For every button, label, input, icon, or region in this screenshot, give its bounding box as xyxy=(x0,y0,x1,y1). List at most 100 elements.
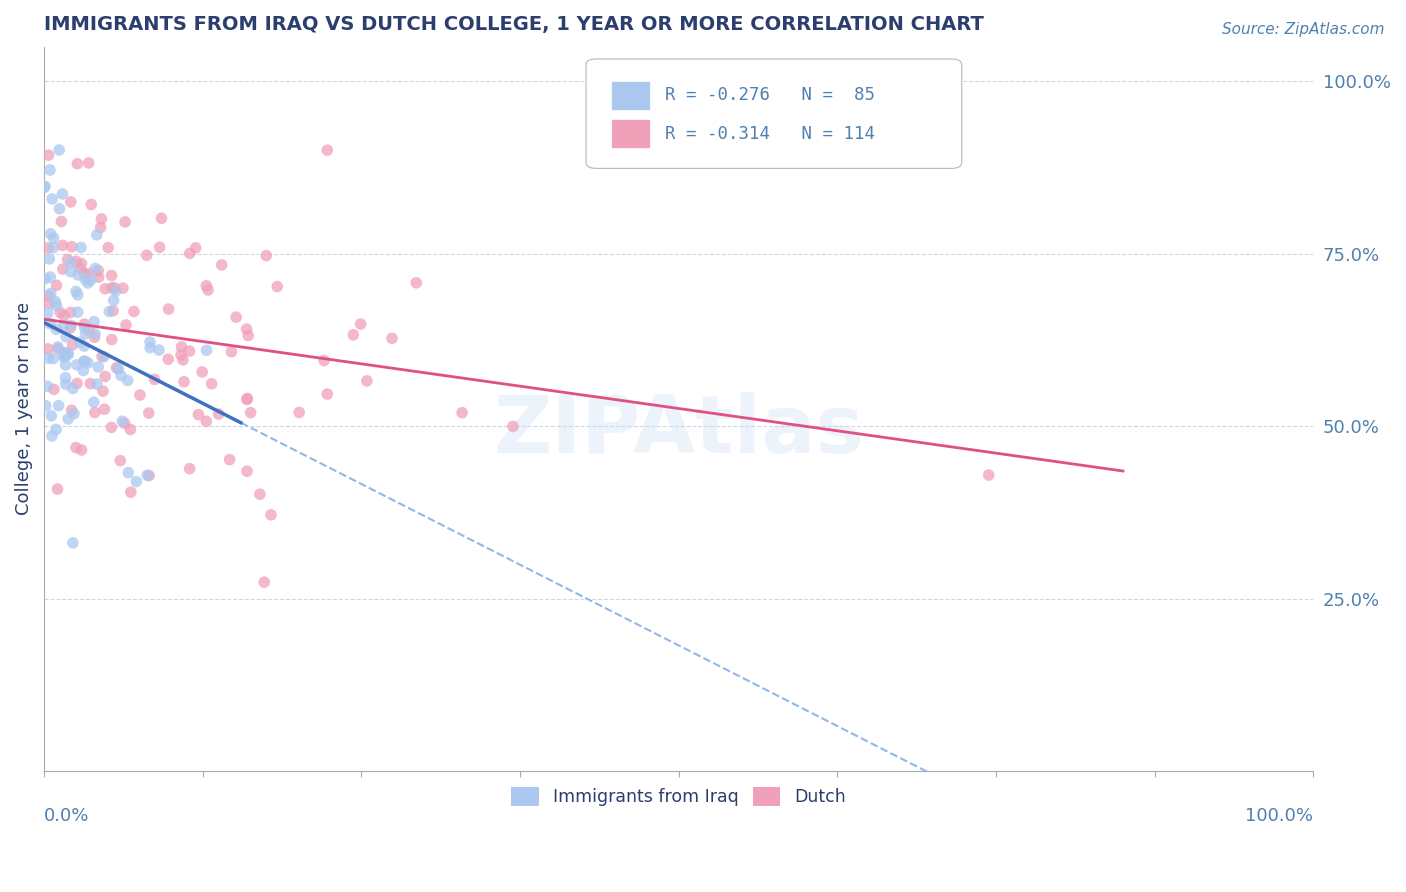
Point xyxy=(314,353,336,368)
Point xyxy=(117,374,139,388)
Point xyxy=(238,328,260,343)
Point xyxy=(48,202,70,216)
Point xyxy=(70,257,93,271)
Point xyxy=(72,363,94,377)
Point xyxy=(65,254,87,268)
Point xyxy=(35,399,58,413)
Point xyxy=(179,246,201,260)
Point xyxy=(63,407,86,421)
Point xyxy=(66,157,89,171)
Point xyxy=(73,354,96,368)
Point xyxy=(90,220,112,235)
Point xyxy=(38,296,60,310)
Text: R = -0.314   N = 114: R = -0.314 N = 114 xyxy=(665,125,875,143)
Point xyxy=(91,350,114,364)
Point xyxy=(143,372,166,386)
Point xyxy=(288,405,311,419)
Point xyxy=(59,305,82,319)
Point xyxy=(201,376,224,391)
FancyBboxPatch shape xyxy=(612,80,650,110)
Point xyxy=(73,354,96,368)
Point xyxy=(221,344,243,359)
Point xyxy=(84,261,107,276)
Point xyxy=(46,342,69,356)
Point xyxy=(316,143,339,157)
Point xyxy=(59,194,82,209)
Point xyxy=(55,358,77,372)
Point xyxy=(73,339,96,353)
Y-axis label: College, 1 year or more: College, 1 year or more xyxy=(15,302,32,516)
Legend: Immigrants from Iraq, Dutch: Immigrants from Iraq, Dutch xyxy=(505,780,853,814)
Point xyxy=(38,252,60,266)
Point xyxy=(83,315,105,329)
Point xyxy=(65,285,87,299)
Point xyxy=(42,351,65,366)
Point xyxy=(115,318,138,332)
Point xyxy=(39,227,62,241)
Point xyxy=(53,349,76,363)
Point xyxy=(46,482,69,496)
Point xyxy=(53,309,76,323)
Point xyxy=(55,348,77,362)
Text: 100.0%: 100.0% xyxy=(1246,807,1313,825)
Point xyxy=(86,227,108,242)
Point xyxy=(59,320,82,334)
Point xyxy=(45,299,67,313)
Point xyxy=(93,402,115,417)
Point xyxy=(58,347,80,361)
Point xyxy=(83,405,105,419)
Point xyxy=(52,350,75,364)
Point xyxy=(110,368,132,383)
Point xyxy=(66,305,89,319)
Point xyxy=(84,326,107,341)
Point xyxy=(45,278,67,293)
Point xyxy=(139,341,162,355)
Point xyxy=(42,231,65,245)
Point xyxy=(66,268,89,282)
Text: Source: ZipAtlas.com: Source: ZipAtlas.com xyxy=(1222,22,1385,37)
Point xyxy=(51,214,73,228)
Point xyxy=(114,416,136,430)
Point xyxy=(37,351,59,366)
Point xyxy=(103,293,125,308)
Point xyxy=(83,330,105,344)
Point xyxy=(62,337,84,351)
Point xyxy=(381,331,404,345)
Point xyxy=(41,409,63,423)
Point xyxy=(87,359,110,374)
Point xyxy=(55,346,77,360)
Point xyxy=(197,283,219,297)
Point xyxy=(236,392,259,406)
Point xyxy=(48,399,70,413)
Point xyxy=(405,276,427,290)
Point xyxy=(93,350,115,364)
Point xyxy=(170,348,193,362)
Point xyxy=(208,407,231,421)
Point xyxy=(111,281,134,295)
Point xyxy=(39,163,62,178)
Point xyxy=(77,156,100,170)
Point xyxy=(34,179,56,194)
Point xyxy=(59,255,82,269)
Point xyxy=(138,406,160,420)
Point xyxy=(235,322,257,336)
Point xyxy=(75,272,97,286)
Point xyxy=(195,278,218,293)
Point xyxy=(342,327,364,342)
Point xyxy=(65,441,87,455)
Point xyxy=(100,420,122,434)
Point xyxy=(34,272,56,286)
Point xyxy=(135,248,157,262)
Point xyxy=(94,369,117,384)
FancyBboxPatch shape xyxy=(612,120,650,148)
Text: R = -0.276   N =  85: R = -0.276 N = 85 xyxy=(665,87,875,104)
Point xyxy=(100,333,122,347)
Point xyxy=(114,215,136,229)
Point xyxy=(46,340,69,354)
Point xyxy=(39,286,62,301)
Point xyxy=(42,383,65,397)
Point xyxy=(60,240,83,254)
Point xyxy=(48,143,70,157)
Point xyxy=(76,276,98,290)
Point xyxy=(195,414,218,428)
